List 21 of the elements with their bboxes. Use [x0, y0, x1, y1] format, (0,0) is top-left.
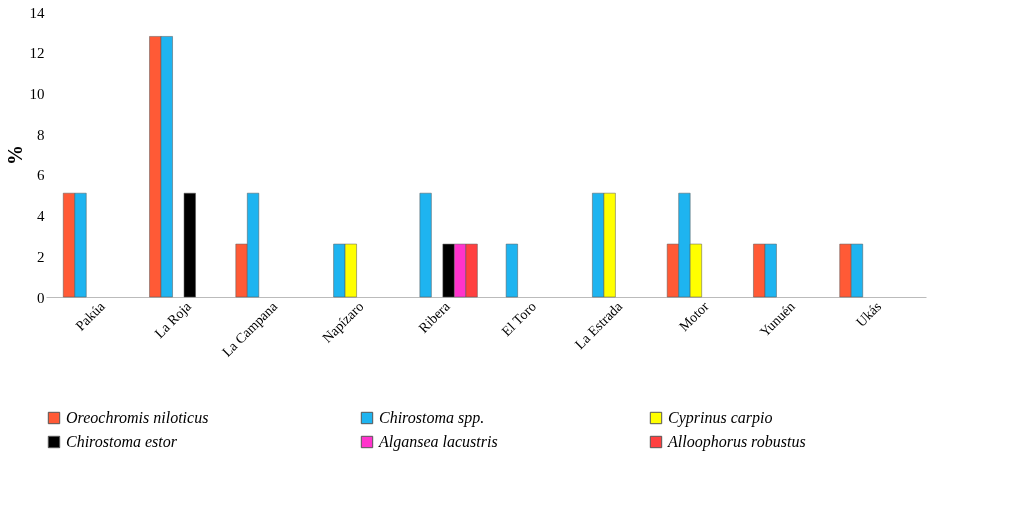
x-tick-label: Ukás	[853, 298, 885, 330]
y-axis-title: %	[3, 145, 26, 165]
y-tick-label: 6	[37, 167, 45, 184]
y-tick-label: 10	[29, 85, 45, 102]
bar	[419, 192, 432, 298]
y-tick-label: 12	[29, 45, 45, 62]
legend-label: Cyprinus carpio	[668, 409, 773, 427]
y-tick-label: 2	[37, 248, 45, 265]
bar	[183, 192, 196, 298]
y-tick-label: 4	[37, 208, 45, 225]
legend-label: Chirostoma spp.	[379, 409, 485, 427]
bar	[505, 243, 518, 298]
y-tick-label: 8	[37, 126, 45, 143]
x-tick-label: El Toro	[498, 298, 540, 340]
y-tick-label: 0	[37, 289, 45, 306]
x-tick-label: La Roja	[151, 298, 195, 342]
legend-label: Oreochromis niloticus	[66, 409, 209, 426]
y-tick-label: 14	[29, 4, 45, 21]
legend-label: Alloophorus robustus	[667, 433, 806, 451]
legend-label: Chirostoma estor	[66, 433, 178, 450]
legend-label: Algansea lacustris	[378, 433, 498, 451]
